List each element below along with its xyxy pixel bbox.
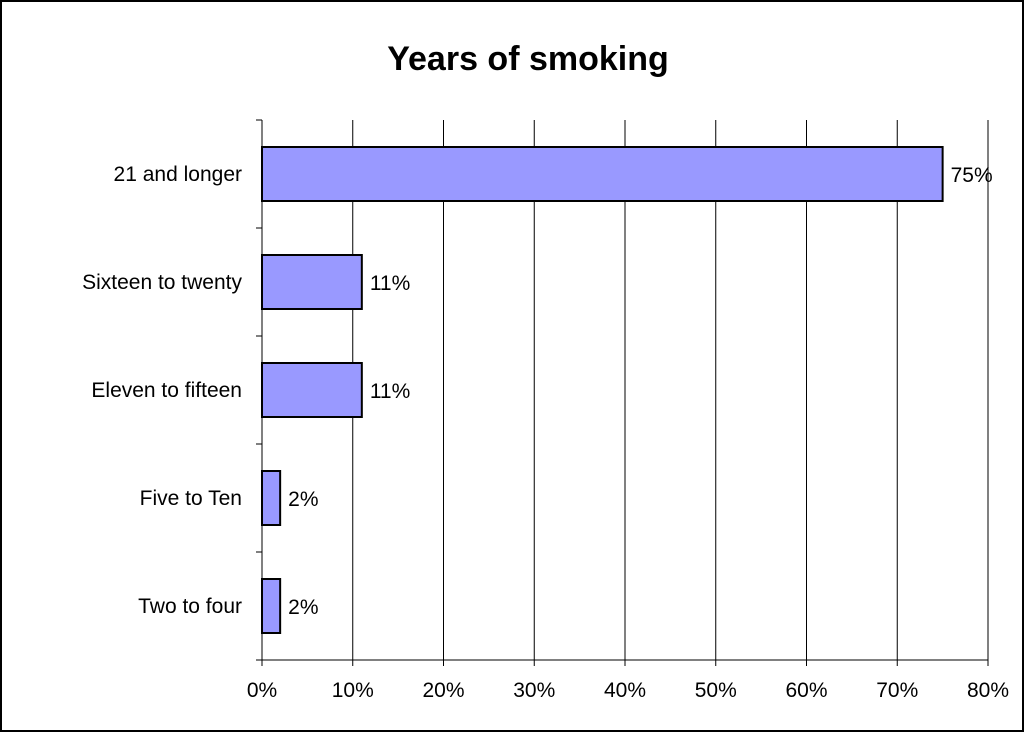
x-tick-label: 50% bbox=[695, 679, 737, 702]
category-label: 21 and longer bbox=[114, 163, 242, 186]
category-label: Two to four bbox=[138, 595, 242, 618]
data-label: 11% bbox=[370, 272, 410, 295]
x-tick-label: 80% bbox=[967, 679, 1009, 702]
x-tick-label: 30% bbox=[513, 679, 555, 702]
grid-lines bbox=[352, 120, 989, 660]
bars bbox=[261, 146, 944, 634]
x-tick-label: 10% bbox=[332, 679, 374, 702]
category-label: Five to Ten bbox=[140, 487, 242, 510]
labels: 0% 10% 20% 30% 40% 50% 60% 70% 80% 21 and longer 7… bbox=[82, 163, 1009, 702]
bar bbox=[261, 254, 363, 310]
bar bbox=[261, 362, 363, 418]
x-tick-label: 40% bbox=[604, 679, 646, 702]
data-label: 75% bbox=[951, 164, 993, 187]
data-label: 11% bbox=[370, 380, 410, 403]
data-label: 2% bbox=[288, 596, 318, 619]
x-tick-label: 20% bbox=[422, 679, 464, 702]
category-label: Sixteen to twenty bbox=[82, 271, 242, 294]
x-tick-label: 70% bbox=[876, 679, 918, 702]
bar bbox=[261, 146, 944, 202]
x-tick-label: 60% bbox=[785, 679, 827, 702]
bar bbox=[261, 470, 282, 526]
chart-title: Years of smoking bbox=[387, 40, 669, 78]
x-tick-label: 0% bbox=[247, 679, 277, 702]
data-label: 2% bbox=[288, 488, 318, 511]
category-label: Eleven to fifteen bbox=[91, 379, 242, 402]
bar bbox=[261, 578, 282, 634]
